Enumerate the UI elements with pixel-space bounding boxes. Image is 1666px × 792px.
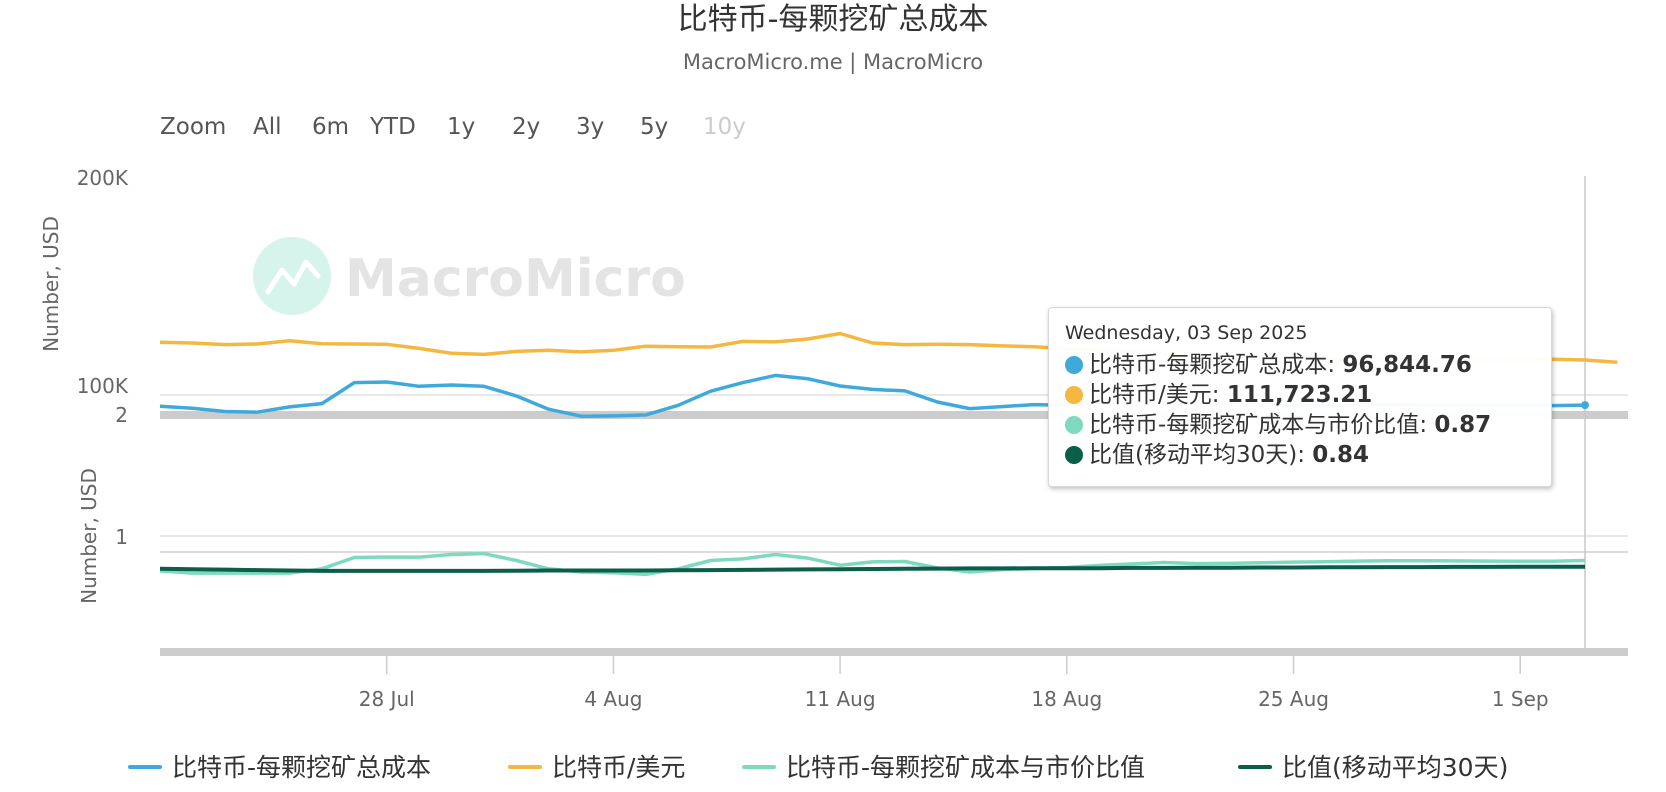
- legend-swatch: [742, 765, 776, 769]
- range-button-ytd[interactable]: YTD: [370, 114, 416, 140]
- tooltip-value: 96,844.76: [1342, 352, 1472, 378]
- tooltip-dot-icon: [1065, 386, 1083, 404]
- tooltip-label: 比特币-每颗挖矿成本与市价比值: [1089, 412, 1420, 438]
- tooltip-value: 111,723.21: [1226, 382, 1373, 408]
- tooltip-dot-icon: [1065, 446, 1083, 464]
- watermark-chart-icon: [265, 259, 321, 295]
- bottom-y-tick-2: 2: [115, 403, 128, 427]
- tooltip-dot-icon: [1065, 356, 1083, 374]
- legend-label: 比特币-每颗挖矿总成本: [172, 753, 432, 782]
- tooltip-row-ratio: 比特币-每颗挖矿成本与市价比值: 0.87: [1065, 410, 1535, 440]
- tooltip-label: 比特币/美元: [1089, 382, 1212, 408]
- bottom-y-axis-title: Number, USD: [77, 468, 101, 604]
- tooltip-date: Wednesday, 03 Sep 2025: [1065, 322, 1308, 344]
- tooltip-value: 0.87: [1434, 412, 1492, 438]
- x-axis: 28 Jul 4 Aug 11 Aug 18 Aug 25 Aug 1 Sep: [359, 656, 1549, 711]
- legend-swatch: [128, 765, 162, 769]
- tooltip-label: 比值(移动平均30天): [1089, 442, 1298, 468]
- zoom-label: Zoom: [160, 114, 227, 140]
- legend: 比特币-每颗挖矿总成本 比特币/美元 比特币-每颗挖矿成本与市价比值 比值(移动…: [0, 748, 1666, 788]
- watermark-text: MacroMicro: [345, 249, 686, 309]
- pane-separator: [160, 411, 1628, 419]
- x-tick-label: 25 Aug: [1258, 687, 1329, 711]
- tooltip-row-cost: 比特币-每颗挖矿总成本: 96,844.76: [1065, 350, 1535, 380]
- range-button-6m[interactable]: 6m: [312, 114, 350, 140]
- hover-point-marker: [1581, 401, 1589, 410]
- series-line-ratio-ma[interactable]: [159, 564, 1585, 573]
- tooltip: Wednesday, 03 Sep 2025 比特币-每颗挖矿总成本: 96,8…: [1048, 307, 1552, 487]
- legend-label: 比值(移动平均30天): [1282, 753, 1509, 782]
- top-y-tick-100k: 100K: [77, 374, 129, 398]
- range-button-all[interactable]: All: [253, 114, 282, 140]
- tooltip-value: 0.84: [1312, 442, 1370, 468]
- range-button-2y[interactable]: 2y: [512, 114, 541, 140]
- tooltip-row-price: 比特币/美元: 111,723.21: [1065, 380, 1535, 410]
- tooltip-row-ratio-ma: 比值(移动平均30天): 0.84: [1065, 440, 1535, 470]
- legend-item-price[interactable]: 比特币/美元: [508, 748, 685, 784]
- watermark-logo-icon: [253, 237, 331, 315]
- watermark: MacroMicro: [253, 237, 686, 315]
- range-button-10y: 10y: [703, 114, 746, 140]
- chart-subtitle: MacroMicro.me | MacroMicro: [682, 50, 984, 74]
- bottom-scrollbar-track[interactable]: [160, 648, 1628, 656]
- bottom-y-tick-1: 1: [115, 525, 128, 549]
- chart-title: 比特币-每颗挖矿总成本: [677, 2, 989, 37]
- legend-label: 比特币-每颗挖矿成本与市价比值: [786, 753, 1146, 782]
- legend-item-cost[interactable]: 比特币-每颗挖矿总成本: [128, 748, 431, 784]
- legend-swatch: [508, 765, 542, 769]
- top-y-axis-title: Number, USD: [39, 216, 63, 352]
- legend-swatch: [1238, 765, 1272, 769]
- legend-label: 比特币/美元: [552, 753, 686, 782]
- x-tick-label: 28 Jul: [359, 687, 415, 711]
- x-tick-label: 11 Aug: [805, 687, 876, 711]
- range-button-1y[interactable]: 1y: [447, 114, 476, 140]
- tooltip-label: 比特币-每颗挖矿总成本: [1089, 352, 1328, 378]
- series-line-ratio[interactable]: [159, 551, 1586, 577]
- x-tick-label: 4 Aug: [584, 687, 642, 711]
- tooltip-dot-icon: [1065, 416, 1083, 434]
- top-y-tick-200k: 200K: [77, 166, 129, 190]
- range-button-3y[interactable]: 3y: [576, 114, 605, 140]
- legend-item-ratio[interactable]: 比特币-每颗挖矿成本与市价比值: [742, 748, 1145, 784]
- range-button-5y[interactable]: 5y: [640, 114, 669, 140]
- x-tick-label: 1 Sep: [1492, 687, 1549, 711]
- x-tick-label: 18 Aug: [1031, 687, 1102, 711]
- legend-item-ratio-ma[interactable]: 比值(移动平均30天): [1238, 748, 1508, 784]
